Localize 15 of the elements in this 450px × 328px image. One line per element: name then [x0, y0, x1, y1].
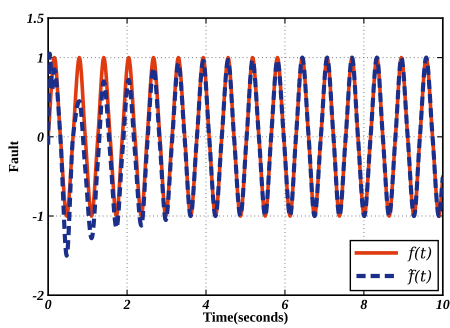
y-tick-label: -2: [32, 290, 44, 300]
legend-label: f̂(t): [407, 269, 432, 285]
y-tick-label: 1.5: [26, 14, 44, 24]
x-tick-label: 2: [123, 300, 130, 310]
x-tick-label: 6: [282, 300, 288, 310]
x-tick-label: 0: [45, 300, 52, 310]
legend-label: f(t): [407, 246, 432, 262]
y-tick-label: 0: [38, 132, 44, 142]
x-tick-label: 4: [202, 300, 210, 310]
x-tick-label: 8: [360, 300, 368, 310]
y-tick-label: -1: [32, 212, 43, 221]
x-tick-label: 10: [436, 300, 450, 310]
y-tick-label: 1: [37, 53, 43, 62]
x-axis-title: Time(seconds): [202, 312, 288, 325]
y-axis-title: Fault: [8, 140, 18, 172]
